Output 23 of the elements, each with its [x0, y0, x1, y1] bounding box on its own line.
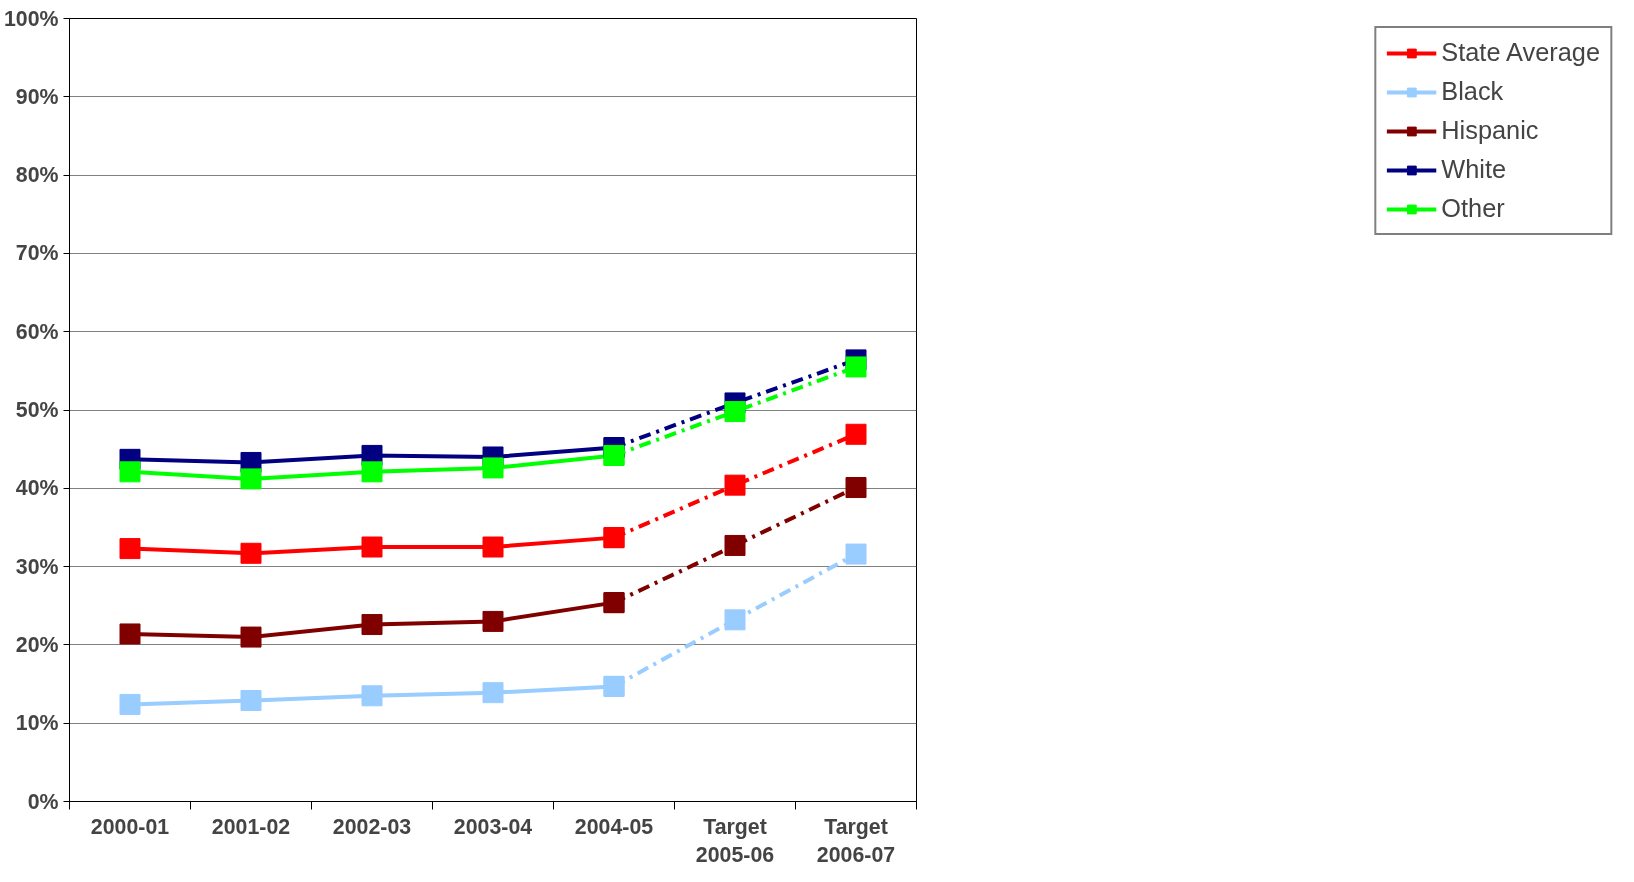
- y-tick-label: 20%: [15, 632, 59, 657]
- y-tick-label: 80%: [15, 163, 59, 188]
- y-tick-label: 0%: [27, 789, 59, 814]
- legend-label: State Average: [1441, 38, 1600, 67]
- y-tick-label: 90%: [15, 84, 59, 109]
- y-tick-label: 60%: [15, 319, 59, 344]
- y-tick-label: 40%: [15, 476, 59, 501]
- y-tick-label: 100%: [3, 6, 59, 31]
- legend-label: Black: [1441, 77, 1504, 106]
- legend-label: Hispanic: [1441, 116, 1539, 145]
- y-tick-label: 70%: [15, 241, 59, 266]
- y-tick-label: 50%: [15, 398, 59, 422]
- x-tick-label: 2004-05: [574, 814, 654, 839]
- legend-label: White: [1441, 155, 1507, 184]
- x-tick-label: Target 2006-07: [816, 814, 896, 868]
- y-tick-label: 10%: [15, 711, 59, 736]
- x-tick-label: 2001-02: [211, 814, 291, 839]
- x-tick-label: 2002-03: [332, 814, 412, 839]
- x-tick-label: 2003-04: [453, 814, 533, 839]
- x-tick-label: Target 2005-06: [695, 814, 775, 868]
- y-tick-label: 30%: [15, 554, 59, 579]
- x-tick-label: 2000-01: [90, 814, 170, 839]
- legend-label: Other: [1441, 194, 1505, 223]
